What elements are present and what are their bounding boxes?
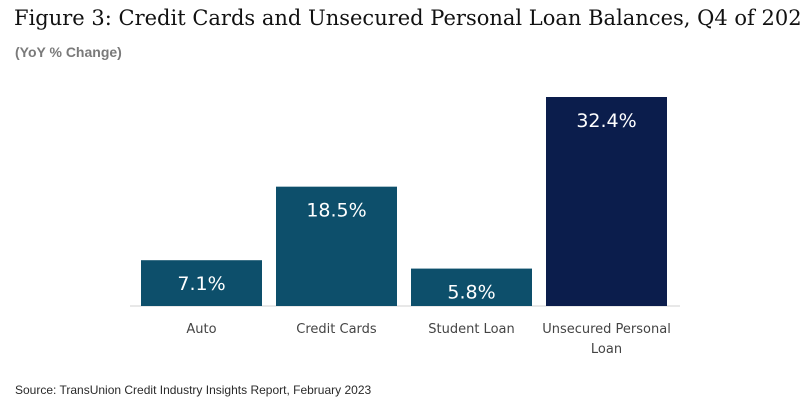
data-label-student-loan: 5.8% xyxy=(447,282,495,304)
chart-subtitle: (YoY % Change) xyxy=(15,44,122,60)
x-tick-label-unsecured-personal-loan-line-2: Loan xyxy=(591,342,622,357)
x-tick-label-credit-cards: Credit Cards xyxy=(296,322,377,337)
bar-chart: 7.1% 18.5% 5.8% 32.4% Auto Credit Cards Stude… xyxy=(130,97,680,357)
data-label-auto: 7.1% xyxy=(177,273,225,295)
x-tick-label-unsecured-personal-loan-line-1: Unsecured Personal xyxy=(542,322,671,337)
bar-credit-cards xyxy=(276,186,397,306)
data-label-unsecured-personal-loan: 32.4% xyxy=(576,110,636,132)
bar-student-loan xyxy=(411,268,532,306)
chart-title: Figure 3: Credit Cards and Unsecured Per… xyxy=(14,6,803,30)
bar-auto xyxy=(141,260,262,306)
bar-unsecured-personal-loan xyxy=(546,97,667,306)
x-tick-label-auto: Auto xyxy=(186,322,216,337)
data-label-credit-cards: 18.5% xyxy=(306,200,366,222)
source-note: Source: TransUnion Credit Industry Insig… xyxy=(15,383,372,397)
x-tick-label-student-loan: Student Loan xyxy=(428,322,514,337)
